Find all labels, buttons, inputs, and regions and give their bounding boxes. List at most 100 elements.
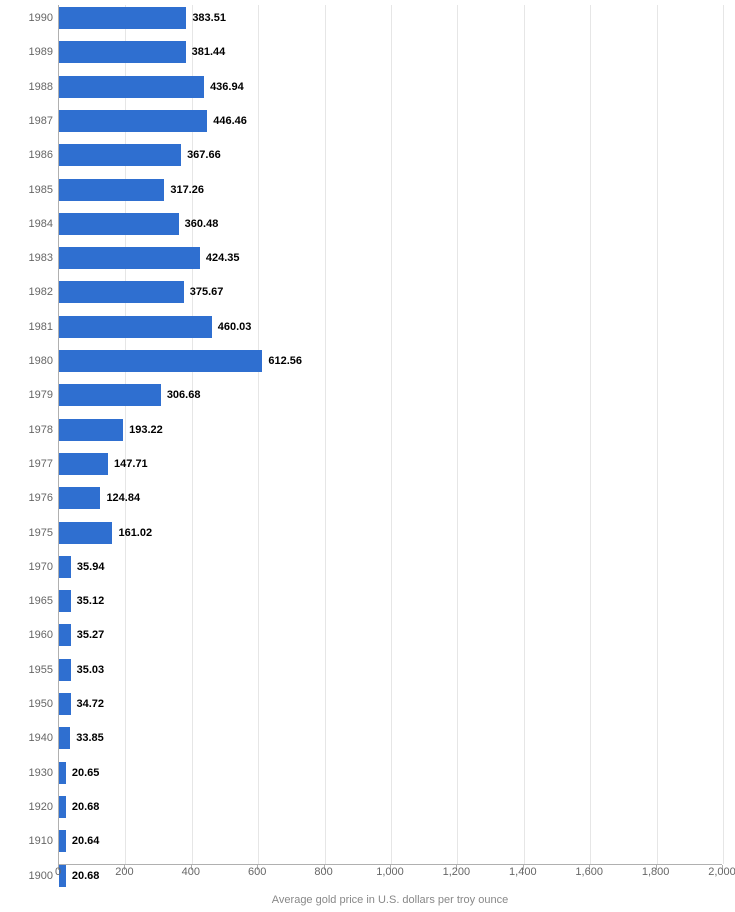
y-axis-label: 1955 [3,659,53,681]
bar-row: 34.72 [59,693,104,715]
y-axis-label: 1965 [3,590,53,612]
bar-row: 306.68 [59,384,200,406]
bar[interactable] [59,419,123,441]
bar-value-label: 20.64 [72,835,100,847]
y-axis-label: 1920 [3,796,53,818]
bar[interactable] [59,144,181,166]
bar[interactable] [59,384,161,406]
bar[interactable] [59,762,66,784]
bar-value-label: 446.46 [213,115,247,127]
bar-value-label: 612.56 [268,355,302,367]
bar[interactable] [59,41,186,63]
bar[interactable] [59,693,71,715]
gridline [391,5,392,864]
bar-row: 20.65 [59,762,99,784]
gridline [657,5,658,864]
y-axis-label: 1988 [3,76,53,98]
y-axis-label: 1930 [3,762,53,784]
x-tick-label: 800 [314,866,332,878]
bar-row: 161.02 [59,522,152,544]
bar-row: 20.68 [59,865,99,887]
bar[interactable] [59,487,100,509]
y-axis-label: 1984 [3,213,53,235]
bar[interactable] [59,213,179,235]
bar[interactable] [59,7,186,29]
x-tick-label: 1,200 [443,866,471,878]
bar-value-label: 424.35 [206,252,240,264]
x-tick-label: 600 [248,866,266,878]
bar-value-label: 35.12 [77,595,105,607]
gridline [258,5,259,864]
bar[interactable] [59,76,204,98]
bar-row: 193.22 [59,419,163,441]
x-tick-label: 1,800 [642,866,670,878]
bar-row: 381.44 [59,41,225,63]
gridline [723,5,724,864]
y-axis-label: 1986 [3,144,53,166]
x-tick-label: 400 [182,866,200,878]
bar-row: 35.94 [59,556,104,578]
y-axis-label: 1980 [3,350,53,372]
y-axis-label: 1982 [3,281,53,303]
x-tick-label: 1,400 [509,866,537,878]
plot-area: 383.51381.44436.94446.46367.66317.26360.… [58,5,722,865]
bar-row: 33.85 [59,727,104,749]
bar[interactable] [59,281,184,303]
x-axis-title: Average gold price in U.S. dollars per t… [58,894,722,906]
y-axis-label: 1910 [3,830,53,852]
bar-value-label: 35.94 [77,561,105,573]
bar-row: 383.51 [59,7,226,29]
bar-row: 446.46 [59,110,247,132]
x-tick-label: 1,600 [575,866,603,878]
bar-row: 375.67 [59,281,223,303]
bar[interactable] [59,453,108,475]
bar[interactable] [59,659,71,681]
gridline [457,5,458,864]
y-axis-label: 1989 [3,41,53,63]
bar-value-label: 147.71 [114,458,148,470]
gridline [325,5,326,864]
bar[interactable] [59,179,164,201]
bar-value-label: 20.68 [72,870,100,882]
bar[interactable] [59,830,66,852]
y-axis-label: 1983 [3,247,53,269]
y-axis-label: 1985 [3,179,53,201]
y-axis-label: 1975 [3,522,53,544]
bar-value-label: 306.68 [167,389,201,401]
x-tick-label: 200 [115,866,133,878]
bar-value-label: 124.84 [106,492,140,504]
bar-value-label: 375.67 [190,286,224,298]
bar[interactable] [59,110,207,132]
bar-row: 424.35 [59,247,240,269]
bar-value-label: 161.02 [118,527,152,539]
bar-value-label: 436.94 [210,81,244,93]
bar-row: 35.27 [59,624,104,646]
bar-value-label: 20.68 [72,801,100,813]
y-axis-label: 1970 [3,556,53,578]
bar[interactable] [59,350,262,372]
bar-value-label: 35.03 [77,664,105,676]
gridline [590,5,591,864]
bar-row: 317.26 [59,179,204,201]
bar-row: 612.56 [59,350,302,372]
bar-row: 20.68 [59,796,99,818]
bar[interactable] [59,624,71,646]
bar[interactable] [59,522,112,544]
bar-value-label: 360.48 [185,218,219,230]
y-axis-label: 1900 [3,865,53,887]
bar[interactable] [59,590,71,612]
y-axis-label: 1979 [3,384,53,406]
bar[interactable] [59,316,212,338]
bar-row: 436.94 [59,76,244,98]
bar[interactable] [59,556,71,578]
bar-value-label: 381.44 [192,46,226,58]
gridline [524,5,525,864]
bar-value-label: 383.51 [192,12,226,24]
bar[interactable] [59,796,66,818]
bar-value-label: 34.72 [77,698,105,710]
x-tick-label: 0 [55,866,61,878]
gold-price-bar-chart: 383.51381.44436.94446.46367.66317.26360.… [0,0,735,912]
bar[interactable] [59,247,200,269]
y-axis-label: 1960 [3,624,53,646]
bar[interactable] [59,727,70,749]
